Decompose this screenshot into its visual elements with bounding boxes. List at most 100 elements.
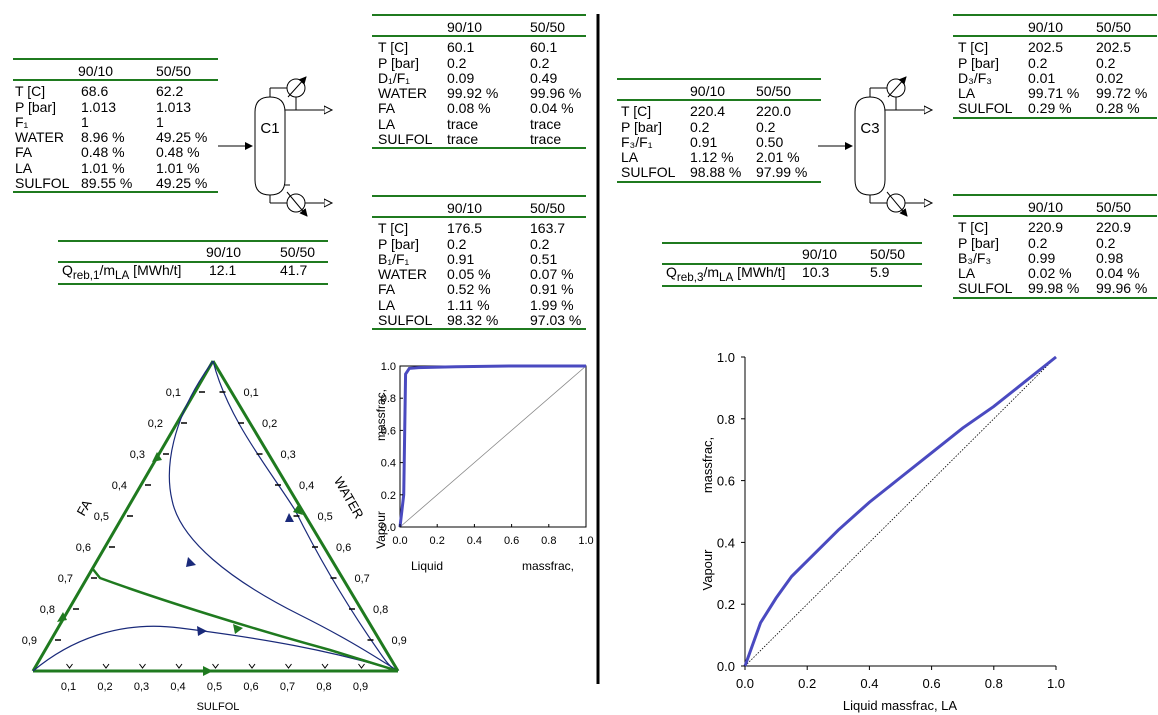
cell-label: FA (378, 100, 396, 117)
cell-label: WATER (15, 129, 64, 146)
big-chart-xlabel: Liquid massfrac, LA (843, 698, 957, 713)
small-chart-ylabel-top: massfrac, (374, 389, 388, 441)
cell-a: 0.01 (1028, 69, 1056, 86)
col-header: 90/10 (447, 19, 483, 35)
table-row: P [bar] 0.2 0.2 (372, 55, 586, 71)
cell-a: 0.99 (1028, 249, 1056, 266)
cell-a: 60.1 (447, 39, 475, 56)
cell-b: 2.01 % (756, 149, 800, 166)
col-header: 90/10 (690, 83, 726, 99)
ternary-edge-right (211, 360, 400, 672)
table-row: LA trace trace (372, 115, 586, 132)
tick-mark (66, 663, 73, 669)
big-chart-ytick: 0.4 (717, 535, 735, 550)
tick-mark (212, 663, 219, 669)
small-chart-ytick: 1.0 (381, 361, 396, 373)
cell-label: P [bar] (15, 98, 56, 115)
cell-a: trace (447, 115, 479, 132)
table-row: LA 99.71 % 99.72 % (953, 85, 1157, 102)
small-chart-xtick: 0.4 (467, 535, 482, 547)
cell-label: T [C] (958, 219, 989, 236)
small-xy-chart: 0.0 0.2 0.4 0.6 0.8 1.0 0.0 0.2 0.4 0.6 0.8 1.0 Li… (374, 361, 594, 573)
ternary-left-tick: 0,3 (130, 449, 145, 461)
residue-curve (32, 625, 399, 672)
cell-b: 99.96 % (530, 85, 582, 102)
dist3-table: 90/10 50/50 T [C] 202.5 202.5 P [bar] 0.2 0.2 D… (953, 14, 1157, 119)
ternary-bottom-tick: 0,6 (243, 681, 258, 693)
table-row: FA 0.48 % 0.48 % (13, 144, 218, 161)
cell-a: 98.32 % (447, 312, 499, 329)
arrow-icon (203, 666, 213, 676)
cell-label: FA (15, 144, 33, 161)
cell-a: 0.09 (447, 69, 475, 86)
feed3-table: 90/10 50/50 T [C] 220.4 220.0 P [bar] 0.2 0.2 F… (617, 78, 821, 183)
col-header: 90/10 (206, 244, 242, 260)
small-chart-xtick: 0.6 (504, 535, 519, 547)
cell-label: SULFOL (378, 312, 433, 329)
cell-label: B₃/F₃ (958, 249, 992, 266)
cell-b: 1.01 % (156, 159, 200, 176)
big-chart-xtick: 0.0 (736, 676, 754, 691)
bot1-table: 90/10 50/50 T [C] 176.5 163.7 P [bar] 0.2 0.2 B… (372, 195, 586, 331)
small-chart-xtick: 0.0 (392, 535, 407, 547)
qreb3-label: Qreb,3/mLA [MWh/t] (666, 264, 786, 285)
cell-b: 60.1 (530, 39, 558, 56)
cell-a: 99.71 % (1028, 85, 1080, 102)
table-row: WATER 99.92 % 99.96 % (372, 85, 586, 102)
ternary-bottom-tick: 0,9 (353, 681, 368, 693)
cell-b: 0.07 % (530, 266, 574, 283)
tick-mark (321, 663, 329, 669)
ternary-left-label: FA (74, 497, 95, 519)
table-row: T [C] 202.5 202.5 (953, 39, 1157, 55)
cell-b: 0.49 (530, 69, 558, 86)
small-chart-xtick: 0.2 (430, 535, 445, 547)
arrow-icon (285, 513, 294, 522)
big-chart-diagonal (744, 356, 1057, 667)
cell-a: 0.29 % (1028, 100, 1072, 117)
table-row: P [bar] 1.013 1.013 (13, 98, 218, 115)
arrow-icon (152, 452, 162, 462)
col-header: 90/10 (78, 63, 114, 79)
cell-a: 1 (81, 113, 89, 130)
cell-a: 0.05 % (447, 266, 491, 283)
residue-curve (168, 360, 399, 672)
col-header: 50/50 (530, 19, 566, 35)
cell-b: 0.02 (1096, 69, 1124, 86)
arrow-icon (293, 505, 303, 515)
ternary-left-tick: 0,2 (148, 418, 163, 430)
cell-b: 49.25 % (156, 175, 208, 192)
small-chart-xtick: 0.8 (541, 535, 556, 547)
column-c1: C1 (218, 76, 332, 217)
cell-label: LA (958, 85, 976, 102)
tick-mark (175, 663, 183, 669)
ternary-left-tick: 0,7 (58, 573, 73, 585)
ternary-bottom-tick: 0,1 (61, 681, 76, 693)
cell-b: 0.2 (530, 235, 550, 252)
ternary-right-tick: 0,6 (336, 542, 351, 554)
cell-label: SULFOL (621, 164, 676, 181)
cell-a: 0.48 % (81, 144, 125, 161)
table-row: T [C] 60.1 60.1 (372, 39, 586, 56)
table-row: D₃/F₃ 0.01 0.02 (953, 69, 1157, 86)
cell-b: trace (530, 115, 562, 132)
table-row: P [bar] 0.2 0.2 (372, 235, 586, 252)
cell-b: 99.72 % (1096, 85, 1148, 102)
table-row: SULFOL 0.29 % 0.28 % (953, 100, 1157, 117)
cell-b: 0.51 (530, 250, 558, 267)
col-header: 90/10 (1028, 19, 1064, 35)
ternary-bottom-tick: 0,3 (134, 681, 149, 693)
arrow-icon (233, 624, 243, 634)
table-row: SULFOL 98.32 % 97.03 % (372, 312, 586, 329)
table-row: B₃/F₃ 0.99 0.98 (953, 249, 1157, 266)
qreb1-a: 12.1 (209, 262, 237, 279)
ternary-right-tick: 0,2 (262, 418, 277, 430)
table-row: P [bar] 0.2 0.2 (953, 54, 1157, 71)
cell-label: SULFOL (15, 175, 70, 192)
ternary-left-tick: 0,8 (40, 604, 55, 616)
table-row: WATER 0.05 % 0.07 % (372, 266, 586, 283)
big-xy-chart: 0.0 0.2 0.4 0.6 0.8 1.0 0.0 0.2 0.4 0.6 0.8 1.0 Li… (700, 350, 1065, 713)
cell-b: 0.2 (1096, 54, 1116, 71)
cell-label: WATER (378, 85, 427, 102)
feed1-table: 90/10 50/50 T [C] 68.6 62.2 P [bar] 1.013 1.01… (13, 58, 218, 194)
cell-label: LA (15, 159, 33, 176)
